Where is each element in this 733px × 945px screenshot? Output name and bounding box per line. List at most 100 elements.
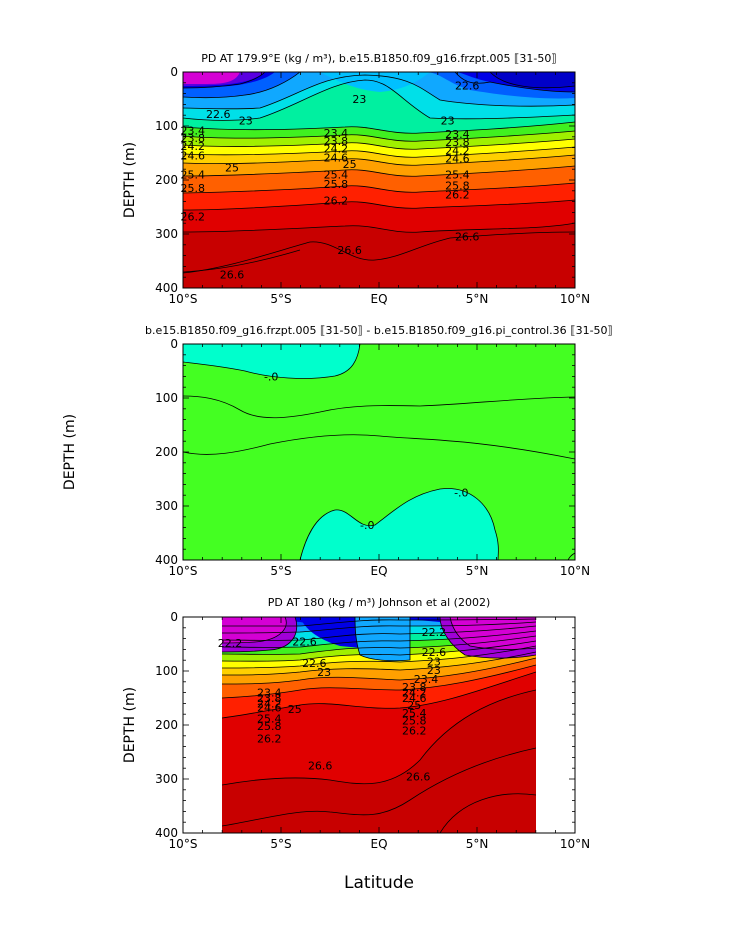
x-tick-label: 5°S xyxy=(270,837,291,851)
panel-3-ylabel: DEPTH (m) xyxy=(122,687,138,763)
panel-3: PD AT 180 (kg / m³) Johnson et al (2002) xyxy=(122,596,590,893)
contour-label: 23.4 xyxy=(257,687,282,700)
contour-label: 22.6 xyxy=(455,80,480,93)
p2-contour-lines xyxy=(183,344,575,560)
contour-label: 24.6 xyxy=(402,692,427,705)
x-tick-label: EQ xyxy=(370,292,387,306)
y-tick-label: 300 xyxy=(155,499,178,513)
contour-label: 23.4 xyxy=(445,128,470,141)
contour-label: 25 xyxy=(407,699,421,712)
x-tick-label: 5°N xyxy=(466,292,489,306)
p2-contour-labels: -.0 -.0 -.0 xyxy=(264,370,469,532)
x-tick-label: 10°N xyxy=(560,292,590,306)
contour-label: -.0 xyxy=(454,487,468,500)
contour-label: 25 xyxy=(225,162,239,175)
x-tick-label: 5°S xyxy=(270,564,291,578)
contour-label: 23 xyxy=(441,115,455,128)
p1-contour-lines xyxy=(183,72,575,274)
contour-label: 25 xyxy=(343,158,357,171)
contour-label: 23.8 xyxy=(181,132,206,145)
contour-label: 22.6 xyxy=(302,657,327,670)
panel-3-title: PD AT 180 (kg / m³) Johnson et al (2002) xyxy=(268,596,491,609)
contour-label: 25.8 xyxy=(181,182,206,195)
y-tick-label: 200 xyxy=(155,173,178,187)
x-tick-label: EQ xyxy=(370,564,387,578)
contour-label: 22.6 xyxy=(422,646,447,659)
y-tick-label: 300 xyxy=(155,227,178,241)
x-tick-label: 5°N xyxy=(466,837,489,851)
panel-3-field xyxy=(222,617,536,833)
contour-label: 24.6 xyxy=(181,150,206,163)
contour-label: 22.2 xyxy=(422,626,447,639)
panel-1: PD AT 179.9°E (kg / m³), b.e15.B1850.f09… xyxy=(122,52,590,306)
contour-label: 25.4 xyxy=(181,169,206,182)
contour-label: 24.2 xyxy=(445,144,470,157)
p1-band-20-6 xyxy=(183,72,240,84)
panel-1-title: PD AT 179.9°E (kg / m³), b.e15.B1850.f09… xyxy=(201,52,557,65)
contour-label: 23 xyxy=(427,655,441,668)
p2-cyan-top xyxy=(183,344,360,379)
panel-2-axes: 10°S 5°S EQ 5°N 10°N 0 100 200 300 400 xyxy=(155,337,590,578)
contour-label: 23 xyxy=(317,666,331,679)
contour-label: -.0 xyxy=(264,370,278,383)
panel-2-ylabel: DEPTH (m) xyxy=(62,414,78,490)
contour-label: 23.4 xyxy=(324,127,349,140)
x-tick-label: EQ xyxy=(370,837,387,851)
contour-label: 26.2 xyxy=(445,189,470,202)
panel-1-field xyxy=(183,72,575,288)
panel-1-ylabel: DEPTH (m) xyxy=(122,142,138,218)
contour-label: 26.2 xyxy=(181,211,206,224)
contour-label: 26.6 xyxy=(406,770,431,783)
p3-magenta-sw xyxy=(222,617,287,643)
contour-label: 23.8 xyxy=(257,692,282,705)
x-tick-label: 10°N xyxy=(560,837,590,851)
y-tick-label: 0 xyxy=(170,337,178,351)
x-tick-label: 10°S xyxy=(169,292,198,306)
p1-deep-blue-ne xyxy=(490,72,575,88)
p3-contour-lines xyxy=(222,617,536,833)
contour-label: 24.2 xyxy=(181,140,206,153)
x-tick-label: 5°N xyxy=(466,564,489,578)
contour-label: 25.8 xyxy=(324,178,349,191)
contour-label: 25.4 xyxy=(402,707,427,720)
contour-label: 25.8 xyxy=(402,715,427,728)
contour-label: 26.6 xyxy=(455,231,480,244)
contour-label: 23.4 xyxy=(181,124,206,137)
contour-label: 24.2 xyxy=(402,687,427,700)
contour-label: 26.2 xyxy=(402,724,427,737)
panel-1-axes: 10°S 5°S EQ 5°N 10°N 0 100 200 300 400 xyxy=(155,65,590,306)
contour-label: 22.6 xyxy=(292,635,317,648)
contour-label: 23 xyxy=(427,664,441,677)
y-tick-label: 200 xyxy=(155,445,178,459)
p1-cyan-core xyxy=(320,72,430,92)
x-tick-label: 5°S xyxy=(270,292,291,306)
y-tick-label: 100 xyxy=(155,664,178,678)
contour-label: 24.2 xyxy=(257,697,282,710)
p1-contour-labels: 22.6 232322.62323.423.824.224.623.423.824… xyxy=(181,80,480,282)
contour-label: -.0 xyxy=(360,519,374,532)
contour-label: 26.6 xyxy=(220,269,245,282)
contour-label: 23 xyxy=(352,93,366,106)
contour-label: 23 xyxy=(239,115,253,128)
y-tick-label: 400 xyxy=(155,281,178,295)
x-tick-label: 10°S xyxy=(169,564,198,578)
y-tick-label: 0 xyxy=(170,65,178,79)
y-tick-label: 100 xyxy=(155,391,178,405)
contour-label: 26.2 xyxy=(257,733,282,746)
contour-label: 22.2 xyxy=(218,637,243,650)
x-tick-label: 10°S xyxy=(169,837,198,851)
contour-label: 25.8 xyxy=(445,179,470,192)
y-tick-label: 200 xyxy=(155,718,178,732)
y-tick-label: 400 xyxy=(155,553,178,567)
contour-label: 26.6 xyxy=(337,244,362,257)
y-tick-label: 100 xyxy=(155,119,178,133)
p2-cyan-bottom xyxy=(300,488,499,560)
contour-label: 23.8 xyxy=(324,135,349,148)
contour-label: 25.4 xyxy=(445,169,470,182)
contour-label: 25.8 xyxy=(257,720,282,733)
y-tick-label: 300 xyxy=(155,772,178,786)
contour-label: 26.6 xyxy=(308,760,333,773)
panel-3-axes: 10°S 5°S EQ 5°N 10°N 0 100 200 300 400 xyxy=(155,610,590,851)
